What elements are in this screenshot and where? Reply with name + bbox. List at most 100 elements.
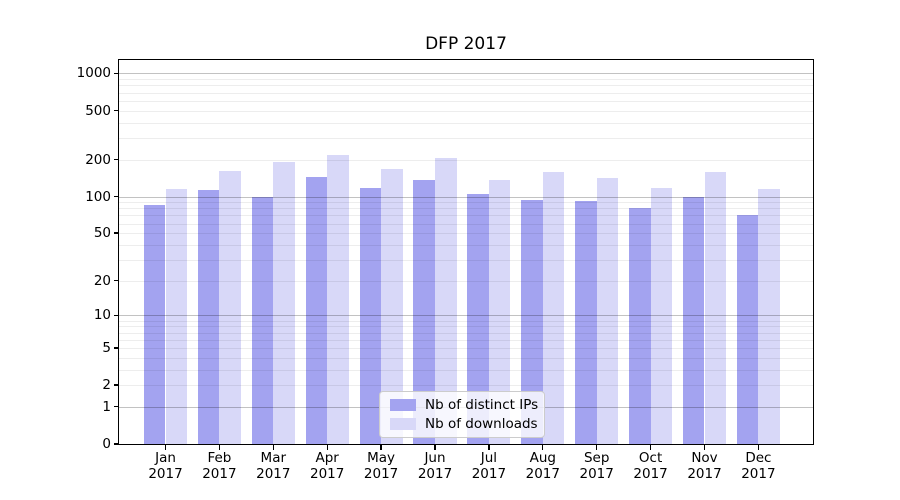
x-tick-year: 2017 — [471, 466, 507, 482]
minor-gridline — [119, 122, 813, 124]
x-tick-year: 2017 — [741, 466, 776, 482]
minor-gridline — [119, 92, 813, 94]
x-tick-mark — [434, 445, 436, 450]
x-tick-year: 2017 — [687, 466, 722, 482]
legend-swatch-downloads — [390, 418, 416, 430]
bar-distinct-ips-jan — [143, 205, 166, 444]
minor-gridline — [119, 244, 813, 246]
x-tick-year: 2017 — [525, 466, 560, 482]
x-tick-label: Apr 2017 — [297, 450, 357, 482]
x-tick-year: 2017 — [148, 466, 183, 482]
x-tick-month: Feb — [207, 450, 232, 466]
minor-gridline — [119, 320, 813, 322]
x-tick-mark — [272, 445, 274, 450]
x-tick-mark — [164, 445, 167, 450]
y-tick-mark — [114, 109, 119, 112]
x-tick-label: Feb 2017 — [189, 450, 249, 482]
bar-downloads-mar — [273, 162, 295, 444]
x-tick-year: 2017 — [579, 466, 614, 482]
bar-distinct-ips-mar — [251, 196, 274, 444]
x-tick-label: Sep 2017 — [567, 450, 627, 482]
y-tick-label: 5 — [102, 339, 111, 356]
grid-layer — [119, 60, 813, 444]
x-tick-mark — [649, 445, 652, 450]
minor-gridline — [119, 85, 813, 87]
minor-gridline — [119, 223, 813, 225]
x-tick-label: Jan 2017 — [136, 450, 196, 482]
bars-layer — [119, 60, 813, 444]
y-tick-mark — [114, 443, 119, 445]
x-tick-month: Jun — [424, 450, 446, 466]
y-tick-label: 1000 — [76, 65, 111, 82]
legend-entry-downloads: Nb of downloads — [390, 416, 538, 432]
minor-gridline — [119, 385, 813, 387]
legend-label-downloads: Nb of downloads — [425, 416, 538, 432]
legend-label-distinct-ips: Nb of distinct IPs — [425, 397, 539, 413]
legend: Nb of distinct IPs Nb of downloads — [379, 391, 545, 438]
bar-distinct-ips-feb — [197, 190, 220, 444]
x-tick-month: Nov — [691, 450, 718, 466]
y-tick-mark — [114, 72, 119, 75]
x-tick-month: Apr — [315, 450, 339, 466]
legend-swatch-distinct-ips — [390, 399, 416, 411]
x-tick-month: Mar — [260, 450, 287, 466]
bar-downloads-jan — [165, 189, 188, 444]
y-tick-label: 1 — [102, 398, 111, 415]
minor-gridline — [119, 332, 813, 334]
y-tick-mark — [114, 314, 119, 317]
minor-gridline — [119, 137, 813, 139]
minor-gridline — [119, 159, 813, 161]
minor-gridline — [119, 208, 813, 210]
minor-gridline — [119, 357, 813, 359]
bar-downloads-feb — [219, 170, 241, 444]
x-tick-month: Sep — [583, 450, 610, 466]
x-tick-month: May — [367, 450, 396, 466]
x-tick-month: Oct — [638, 450, 663, 466]
x-tick-label: Oct 2017 — [621, 450, 681, 482]
bar-downloads-apr — [327, 154, 349, 444]
minor-gridline — [119, 259, 813, 261]
y-tick-mark — [114, 406, 119, 408]
bar-downloads-aug — [542, 172, 565, 444]
y-tick-mark — [114, 195, 119, 198]
x-tick-year: 2017 — [633, 466, 668, 482]
y-tick-mark — [114, 232, 119, 234]
y-tick-label: 500 — [85, 102, 111, 119]
y-tick-label: 50 — [93, 225, 111, 242]
major-gridline — [119, 73, 813, 75]
x-tick-label: Dec 2017 — [728, 450, 788, 482]
chart-title: DFP 2017 — [425, 34, 507, 54]
minor-gridline — [119, 110, 813, 112]
x-tick-year: 2017 — [363, 466, 399, 482]
x-tick-mark — [326, 445, 328, 450]
minor-gridline — [119, 233, 813, 235]
y-tick-label: 10 — [93, 307, 111, 324]
x-tick-month: Jul — [480, 450, 498, 466]
x-tick-mark — [596, 445, 598, 450]
x-tick-label: Nov 2017 — [675, 450, 735, 482]
major-gridline — [119, 315, 813, 317]
bar-downloads-dec — [758, 188, 780, 444]
x-tick-label: Mar 2017 — [243, 450, 303, 482]
legend-entry-distinct-ips: Nb of distinct IPs — [390, 397, 539, 413]
x-tick-year: 2017 — [417, 466, 453, 482]
bar-distinct-ips-apr — [305, 176, 328, 444]
bar-downloads-nov — [704, 171, 727, 444]
x-tick-year: 2017 — [310, 466, 345, 482]
bar-distinct-ips-oct — [629, 208, 651, 444]
y-tick-label: 20 — [93, 272, 111, 289]
y-tick-label: 0 — [102, 436, 111, 452]
minor-gridline — [119, 100, 813, 102]
minor-gridline — [119, 280, 813, 282]
y-tick-label: 200 — [85, 151, 111, 168]
minor-gridline — [119, 79, 813, 81]
x-tick-mark — [218, 445, 221, 450]
x-tick-year: 2017 — [256, 466, 291, 482]
minor-gridline — [119, 215, 813, 217]
bar-distinct-ips-nov — [682, 196, 705, 444]
major-gridline — [119, 196, 813, 198]
y-tick-mark — [114, 384, 119, 386]
x-tick-label: May 2017 — [351, 450, 411, 482]
bar-distinct-ips-dec — [736, 215, 759, 444]
